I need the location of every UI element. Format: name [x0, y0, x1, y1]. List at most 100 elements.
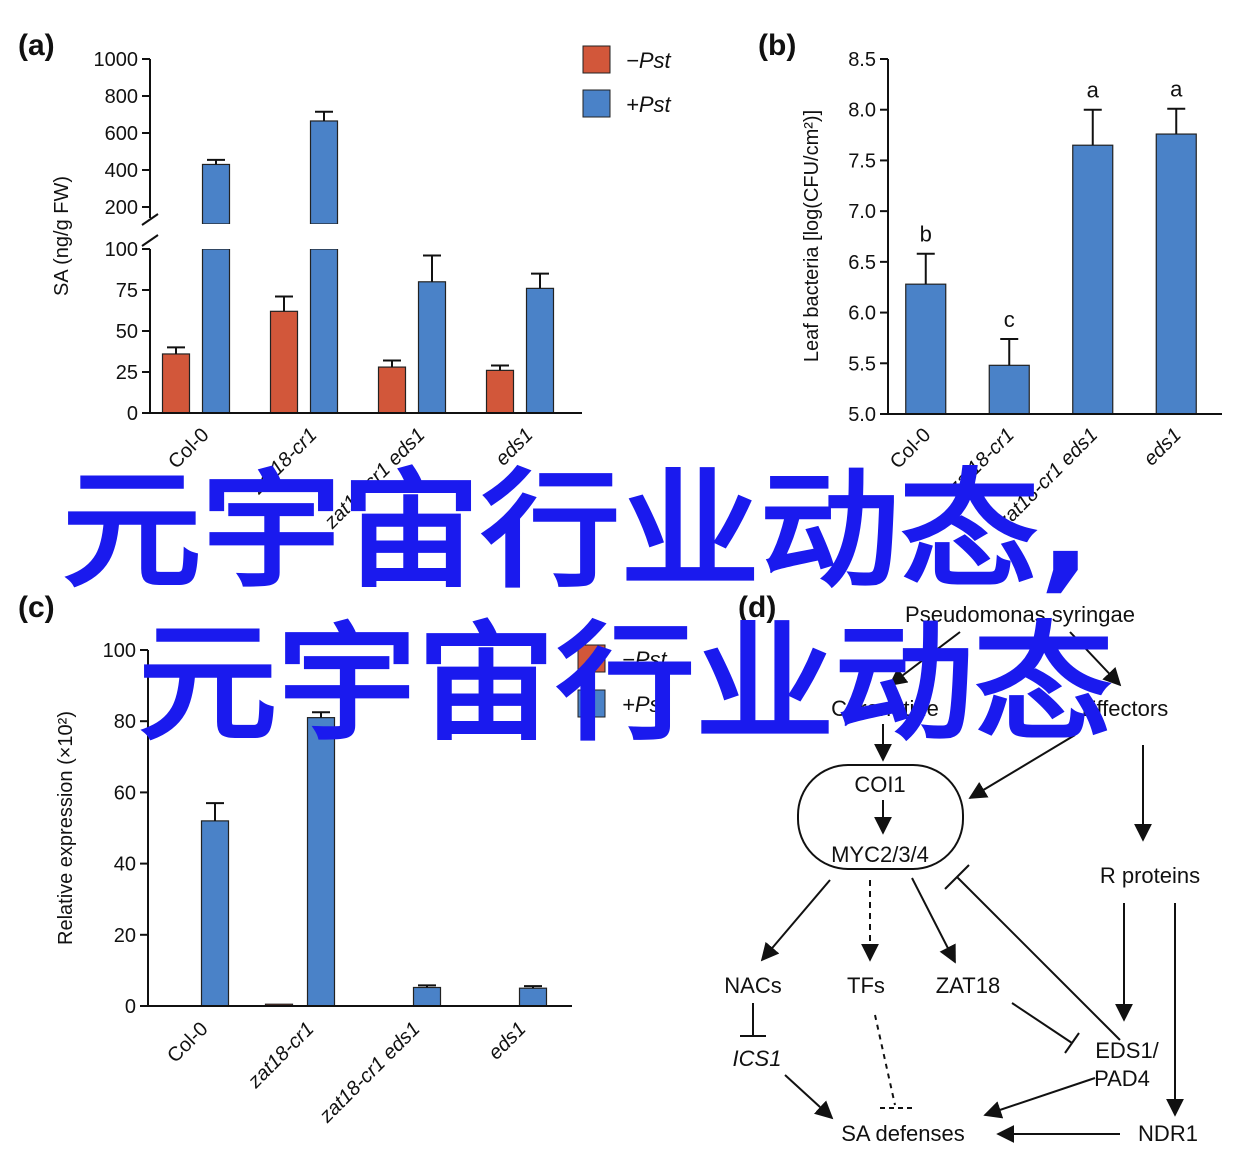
node-eds1-line1: EDS1/ — [1095, 1038, 1159, 1063]
bar-a-break-gap-0 — [201, 224, 231, 249]
y-tick-label-a-lower-3: 75 — [116, 280, 138, 302]
node-coi1: COI1 — [854, 772, 905, 797]
legend-c-plus-swatch — [577, 689, 606, 718]
significance-letter-b-3: a — [1170, 77, 1183, 102]
significance-letter-b-0: b — [920, 222, 932, 247]
y-tick-label-c-2: 40 — [114, 854, 136, 876]
panel-b-label: (b) — [758, 29, 796, 62]
bar-a-plus-0-lower — [201, 248, 231, 414]
node-myc: MYC2/3/4 — [831, 842, 929, 867]
y-tick-label-a-upper-3: 800 — [105, 86, 138, 108]
axis-break-a-2 — [141, 234, 159, 247]
arrow-eds1-sa — [983, 1077, 1096, 1119]
inhibit-eds1-myc-bar — [944, 864, 970, 890]
bar-c-plus-2 — [412, 986, 442, 1007]
y-tick-label-a-upper-4: 1000 — [94, 49, 139, 71]
axis-break-a-1 — [141, 213, 159, 226]
bar-a-minus-1 — [269, 310, 299, 414]
bar-a-break-gap-1 — [309, 224, 339, 249]
category-label-c-3: eds1 — [484, 1018, 530, 1064]
legend-a-minus-label: −Pst — [626, 48, 672, 73]
node-ndr1: NDR1 — [1138, 1121, 1198, 1146]
legend-a: −Pst +Pst — [582, 45, 672, 118]
y-tick-label-b-2: 6.0 — [848, 303, 876, 325]
node-eds1-line2: PAD4 — [1094, 1066, 1150, 1091]
legend-c: −Pst +Pst — [577, 644, 668, 718]
legend-a-plus-swatch — [582, 89, 611, 118]
y-tick-label-b-5: 7.5 — [848, 150, 876, 172]
node-pathogen: Pseudomonas syringae — [905, 602, 1135, 627]
bar-b-1 — [988, 364, 1030, 415]
y-tick-label-a-upper-0: 200 — [105, 197, 138, 219]
bar-a-minus-2 — [377, 366, 407, 414]
y-tick-label-a-lower-0: 0 — [127, 403, 138, 425]
node-tfs: TFs — [847, 973, 885, 998]
inhibit-tfs-sa — [874, 1014, 896, 1106]
y-axis-title-c: Relative expression (×10²) — [55, 711, 77, 945]
legend-c-minus-label: −Pst — [622, 647, 668, 672]
arrow-pathogen-coronatine — [888, 631, 961, 687]
node-ics1: ICS1 — [733, 1046, 782, 1071]
node-zat18: ZAT18 — [936, 973, 1000, 998]
arrow-effectors-coi1 — [968, 734, 1076, 799]
bar-a-plus-1-lower — [309, 248, 339, 414]
y-tick-label-a-lower-1: 25 — [116, 362, 138, 384]
arrow-ics1-sa — [784, 1074, 834, 1120]
y-tick-label-a-lower-2: 50 — [116, 321, 138, 343]
y-tick-label-a-lower-4: 100 — [105, 239, 138, 261]
y-axis-title-b: Leaf bacteria [log(CFU/cm²)] — [801, 110, 823, 362]
bar-a-plus-0-upper — [201, 163, 231, 225]
y-tick-label-a-upper-2: 600 — [105, 123, 138, 145]
bar-a-minus-3 — [485, 369, 515, 414]
category-label-c-1: zat18-cr1 — [243, 1018, 318, 1093]
y-tick-label-b-0: 5.0 — [848, 404, 876, 426]
y-axis-title-a: SA (ng/g FW) — [51, 176, 73, 296]
y-tick-label-b-1: 5.5 — [848, 353, 876, 375]
legend-a-plus-label: +Pst — [626, 92, 672, 117]
significance-letter-b-1: c — [1004, 307, 1015, 332]
bar-c-plus-1 — [306, 717, 336, 1007]
y-tick-label-c-3: 60 — [114, 782, 136, 804]
bar-a-plus-1-upper — [309, 120, 339, 225]
node-effectors: Effectors — [1082, 696, 1168, 721]
arrow-pathogen-effectors — [1069, 631, 1122, 687]
node-r-proteins: R proteins — [1100, 863, 1200, 888]
inhibit-zat18-eds1-bar — [1064, 1032, 1080, 1054]
diagram-d: Pseudomonas syringae Coronatine Effector… — [724, 602, 1200, 1146]
significance-letter-b-2: a — [1087, 78, 1100, 103]
y-tick-label-c-4: 80 — [114, 711, 136, 733]
inhibit-zat18-eds1 — [1011, 1002, 1073, 1044]
category-label-b-3: eds1 — [1140, 424, 1186, 470]
coi1-complex-box — [797, 764, 964, 870]
y-tick-label-c-5: 100 — [103, 640, 136, 662]
legend-c-plus-label: +Pst — [622, 692, 668, 717]
panel-c-label: (c) — [18, 591, 55, 624]
category-label-c-2: zat18-cr1 eds1 — [315, 1018, 425, 1128]
legend-c-minus-swatch — [577, 644, 606, 673]
panel-d-label: (d) — [738, 591, 776, 624]
bar-b-3 — [1155, 133, 1197, 415]
node-nacs: NACs — [724, 973, 781, 998]
panel-a-label: (a) — [18, 29, 55, 62]
y-tick-label-a-upper-1: 400 — [105, 160, 138, 182]
bar-c-plus-3 — [518, 987, 548, 1007]
bar-b-0 — [905, 283, 947, 415]
bar-a-minus-0 — [161, 353, 191, 414]
y-tick-label-b-6: 8.0 — [848, 100, 876, 122]
y-tick-label-b-4: 7.0 — [848, 201, 876, 223]
category-label-c-0: Col-0 — [163, 1018, 212, 1067]
bar-a-plus-3 — [525, 287, 555, 414]
bar-b-2 — [1072, 144, 1114, 415]
watermark-line-2: 元宇宙行业动态 — [138, 610, 1113, 759]
legend-a-minus-swatch — [582, 45, 611, 74]
bar-a-plus-2 — [417, 281, 447, 414]
node-coronatine: Coronatine — [831, 696, 939, 721]
arrow-myc-zat18 — [911, 877, 956, 964]
y-tick-label-c-1: 20 — [114, 925, 136, 947]
node-sa-defenses: SA defenses — [841, 1121, 965, 1146]
y-tick-label-b-7: 8.5 — [848, 49, 876, 71]
y-tick-label-b-3: 6.5 — [848, 252, 876, 274]
arrow-myc-nacs — [760, 879, 831, 962]
